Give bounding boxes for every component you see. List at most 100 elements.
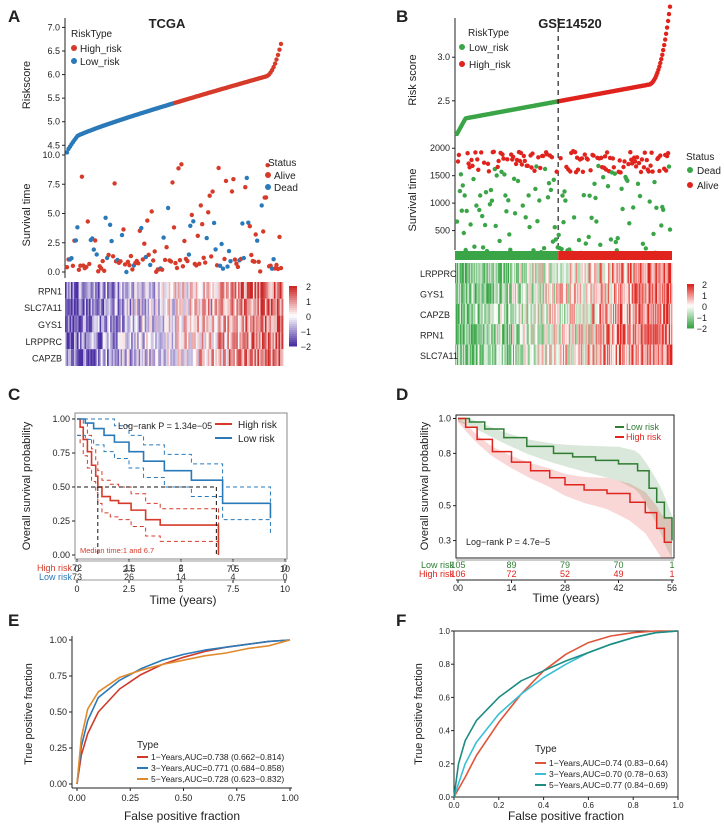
heatmap-cell [143,298,146,316]
x-tick-label: 0.2 [493,801,505,810]
km-curve-0 [77,418,220,555]
heatmap-cell [120,315,123,333]
heatmap-cell [545,303,547,325]
survival-point [76,267,82,272]
heatmap-cell [635,303,638,325]
heatmap-cell [260,332,263,350]
heatmap-cell [620,303,623,325]
heatmap-cell [599,263,601,284]
heatmap-cell [480,344,482,365]
heatmap-cell [616,324,618,345]
y-axis-label: True positive fraction [23,663,35,765]
risk-table-label: Low risk [421,560,455,570]
heatmap-cell [498,263,500,284]
heatmap-cell [72,349,75,366]
x-tick-label: 10 [280,584,290,594]
heatmap-cell [575,303,578,325]
heatmap-cell [493,283,495,304]
heatmap-cell [507,303,509,325]
heatmap-cell [129,332,132,350]
heatmap-cell [479,344,481,365]
heatmap-cell [489,263,491,284]
heatmap-cell [65,282,67,299]
heatmap-cell [466,303,469,325]
heatmap-cell [87,298,90,316]
heatmap-cell [522,263,525,284]
heatmap-cell [644,263,646,284]
heatmap-cell [583,324,586,345]
heatmap-cell [478,324,480,345]
heatmap-cell [495,324,497,345]
heatmap-cell [566,303,569,325]
heatmap-cell [243,282,246,299]
heatmap-cell [459,263,462,284]
heatmap-cell [201,315,204,333]
survival-point [229,189,235,194]
risk-table-count: 0 [230,563,235,573]
heatmap-cell [514,344,517,365]
heatmap-cell [239,349,242,366]
colorbar-segment [687,298,694,301]
heatmap-cell [462,263,465,284]
heatmap-cell [655,263,657,284]
survival-point [226,248,232,254]
heatmap-cell [255,349,258,366]
survival-point [161,235,166,240]
heatmap-cell [72,315,75,333]
heatmap-cell [617,263,619,284]
survival-point [563,198,568,203]
colorbar-segment [289,318,297,321]
heatmap-cell [272,349,275,366]
heatmap-cell [652,324,654,345]
heatmap-cell [105,349,108,366]
heatmap-cell [671,324,673,345]
heatmap-cell [671,263,673,284]
survival-point [252,259,257,264]
survival-point [219,241,224,247]
heatmap-cell [618,263,620,284]
km-curve-0 [458,417,673,541]
heatmap-cell [158,298,161,316]
roc-curve-1 [76,639,291,785]
heatmap-cell [492,344,494,365]
heatmap-cell [554,303,556,325]
risk-table-count: 49 [613,569,623,579]
heatmap-cell [514,303,517,325]
heatmap-cell [111,349,114,366]
heatmap-cell [524,324,527,345]
heatmap-cell [528,324,531,345]
heatmap-cell [482,344,484,365]
survival-point [472,244,477,249]
heatmap-cell [520,324,523,345]
heatmap-cell [640,303,642,325]
heatmap-cell [155,315,158,333]
heatmap-cell [636,344,639,365]
survival-point [553,237,558,242]
heatmap-cell [258,349,261,366]
heatmap-cell [192,332,195,350]
heatmap-cell [571,324,574,345]
heatmap-cell [581,263,584,284]
heatmap-cell [570,344,573,365]
heatmap-cell [477,303,479,325]
heatmap-cell [562,263,564,284]
heatmap-cell [92,282,94,299]
heatmap-cell [510,263,513,284]
survival-point [486,169,492,174]
heatmap-cell [513,303,516,325]
heatmap-cell [622,263,625,284]
heatmap-cell [491,283,493,304]
survival-point [247,224,252,229]
heatmap-cell [224,282,227,299]
survival-point [620,206,625,212]
heatmap-cell [512,303,515,325]
heatmap-cell [281,298,284,316]
heatmap-cell [568,263,571,284]
heatmap-cell [483,303,485,325]
survival-point [636,160,642,166]
heatmap-cell [129,298,132,316]
survival-point [460,183,465,188]
y-tick-label: 0.75 [52,448,70,458]
heatmap-cell [533,263,535,284]
heatmap-cell [455,324,458,345]
